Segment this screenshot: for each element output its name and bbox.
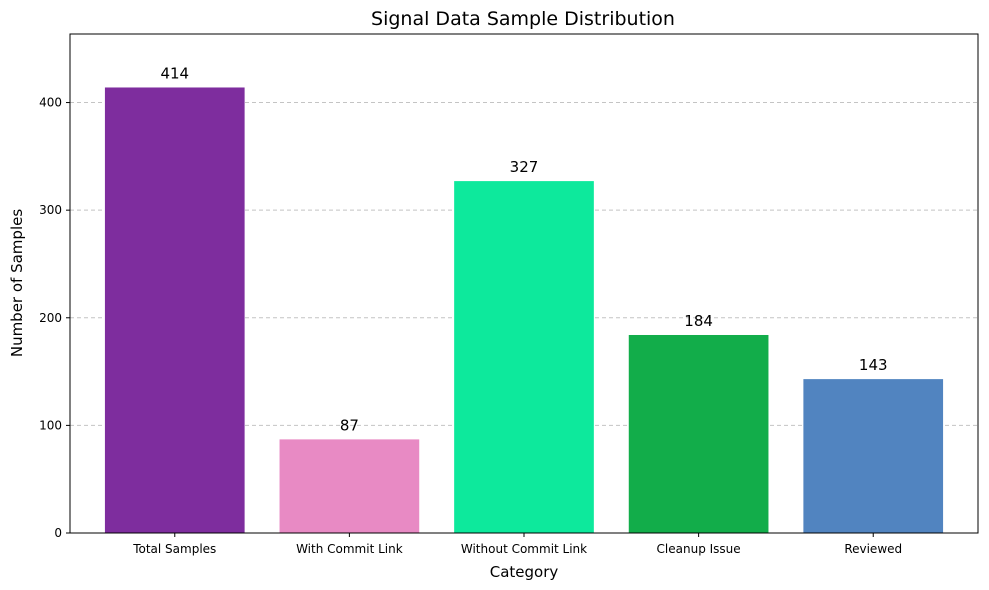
x-tick-label: With Commit Link — [296, 542, 403, 556]
bars — [104, 87, 944, 533]
x-tick-label: Without Commit Link — [461, 542, 587, 556]
x-tick-label: Total Samples — [132, 542, 216, 556]
bar-value-label: 414 — [160, 64, 189, 82]
bar — [803, 379, 944, 533]
x-tick-label: Cleanup Issue — [657, 542, 741, 556]
bar-value-label: 87 — [340, 416, 359, 434]
bar — [454, 181, 594, 533]
bar-value-label: 143 — [859, 356, 888, 374]
bar-value-label: 184 — [684, 312, 713, 330]
y-tick-label: 100 — [39, 418, 62, 432]
bar — [279, 439, 420, 533]
x-axis-label: Category — [490, 563, 559, 581]
y-tick-label: 400 — [39, 96, 62, 110]
bar-value-label: 327 — [510, 158, 539, 176]
chart-title: Signal Data Sample Distribution — [371, 8, 675, 30]
x-tick-label: Reviewed — [844, 542, 902, 556]
y-tick-label: 0 — [54, 526, 62, 540]
x-axis: Total Samples With Commit Link Without Com… — [132, 533, 902, 556]
y-axis: 0 100 200 300 400 — [39, 96, 70, 540]
y-tick-label: 200 — [39, 311, 62, 325]
bar — [104, 87, 245, 533]
y-axis-label: Number of Samples — [8, 209, 26, 357]
data-labels: 414 87 327 184 143 — [160, 64, 887, 434]
bar — [628, 334, 769, 533]
y-tick-label: 300 — [39, 203, 62, 217]
